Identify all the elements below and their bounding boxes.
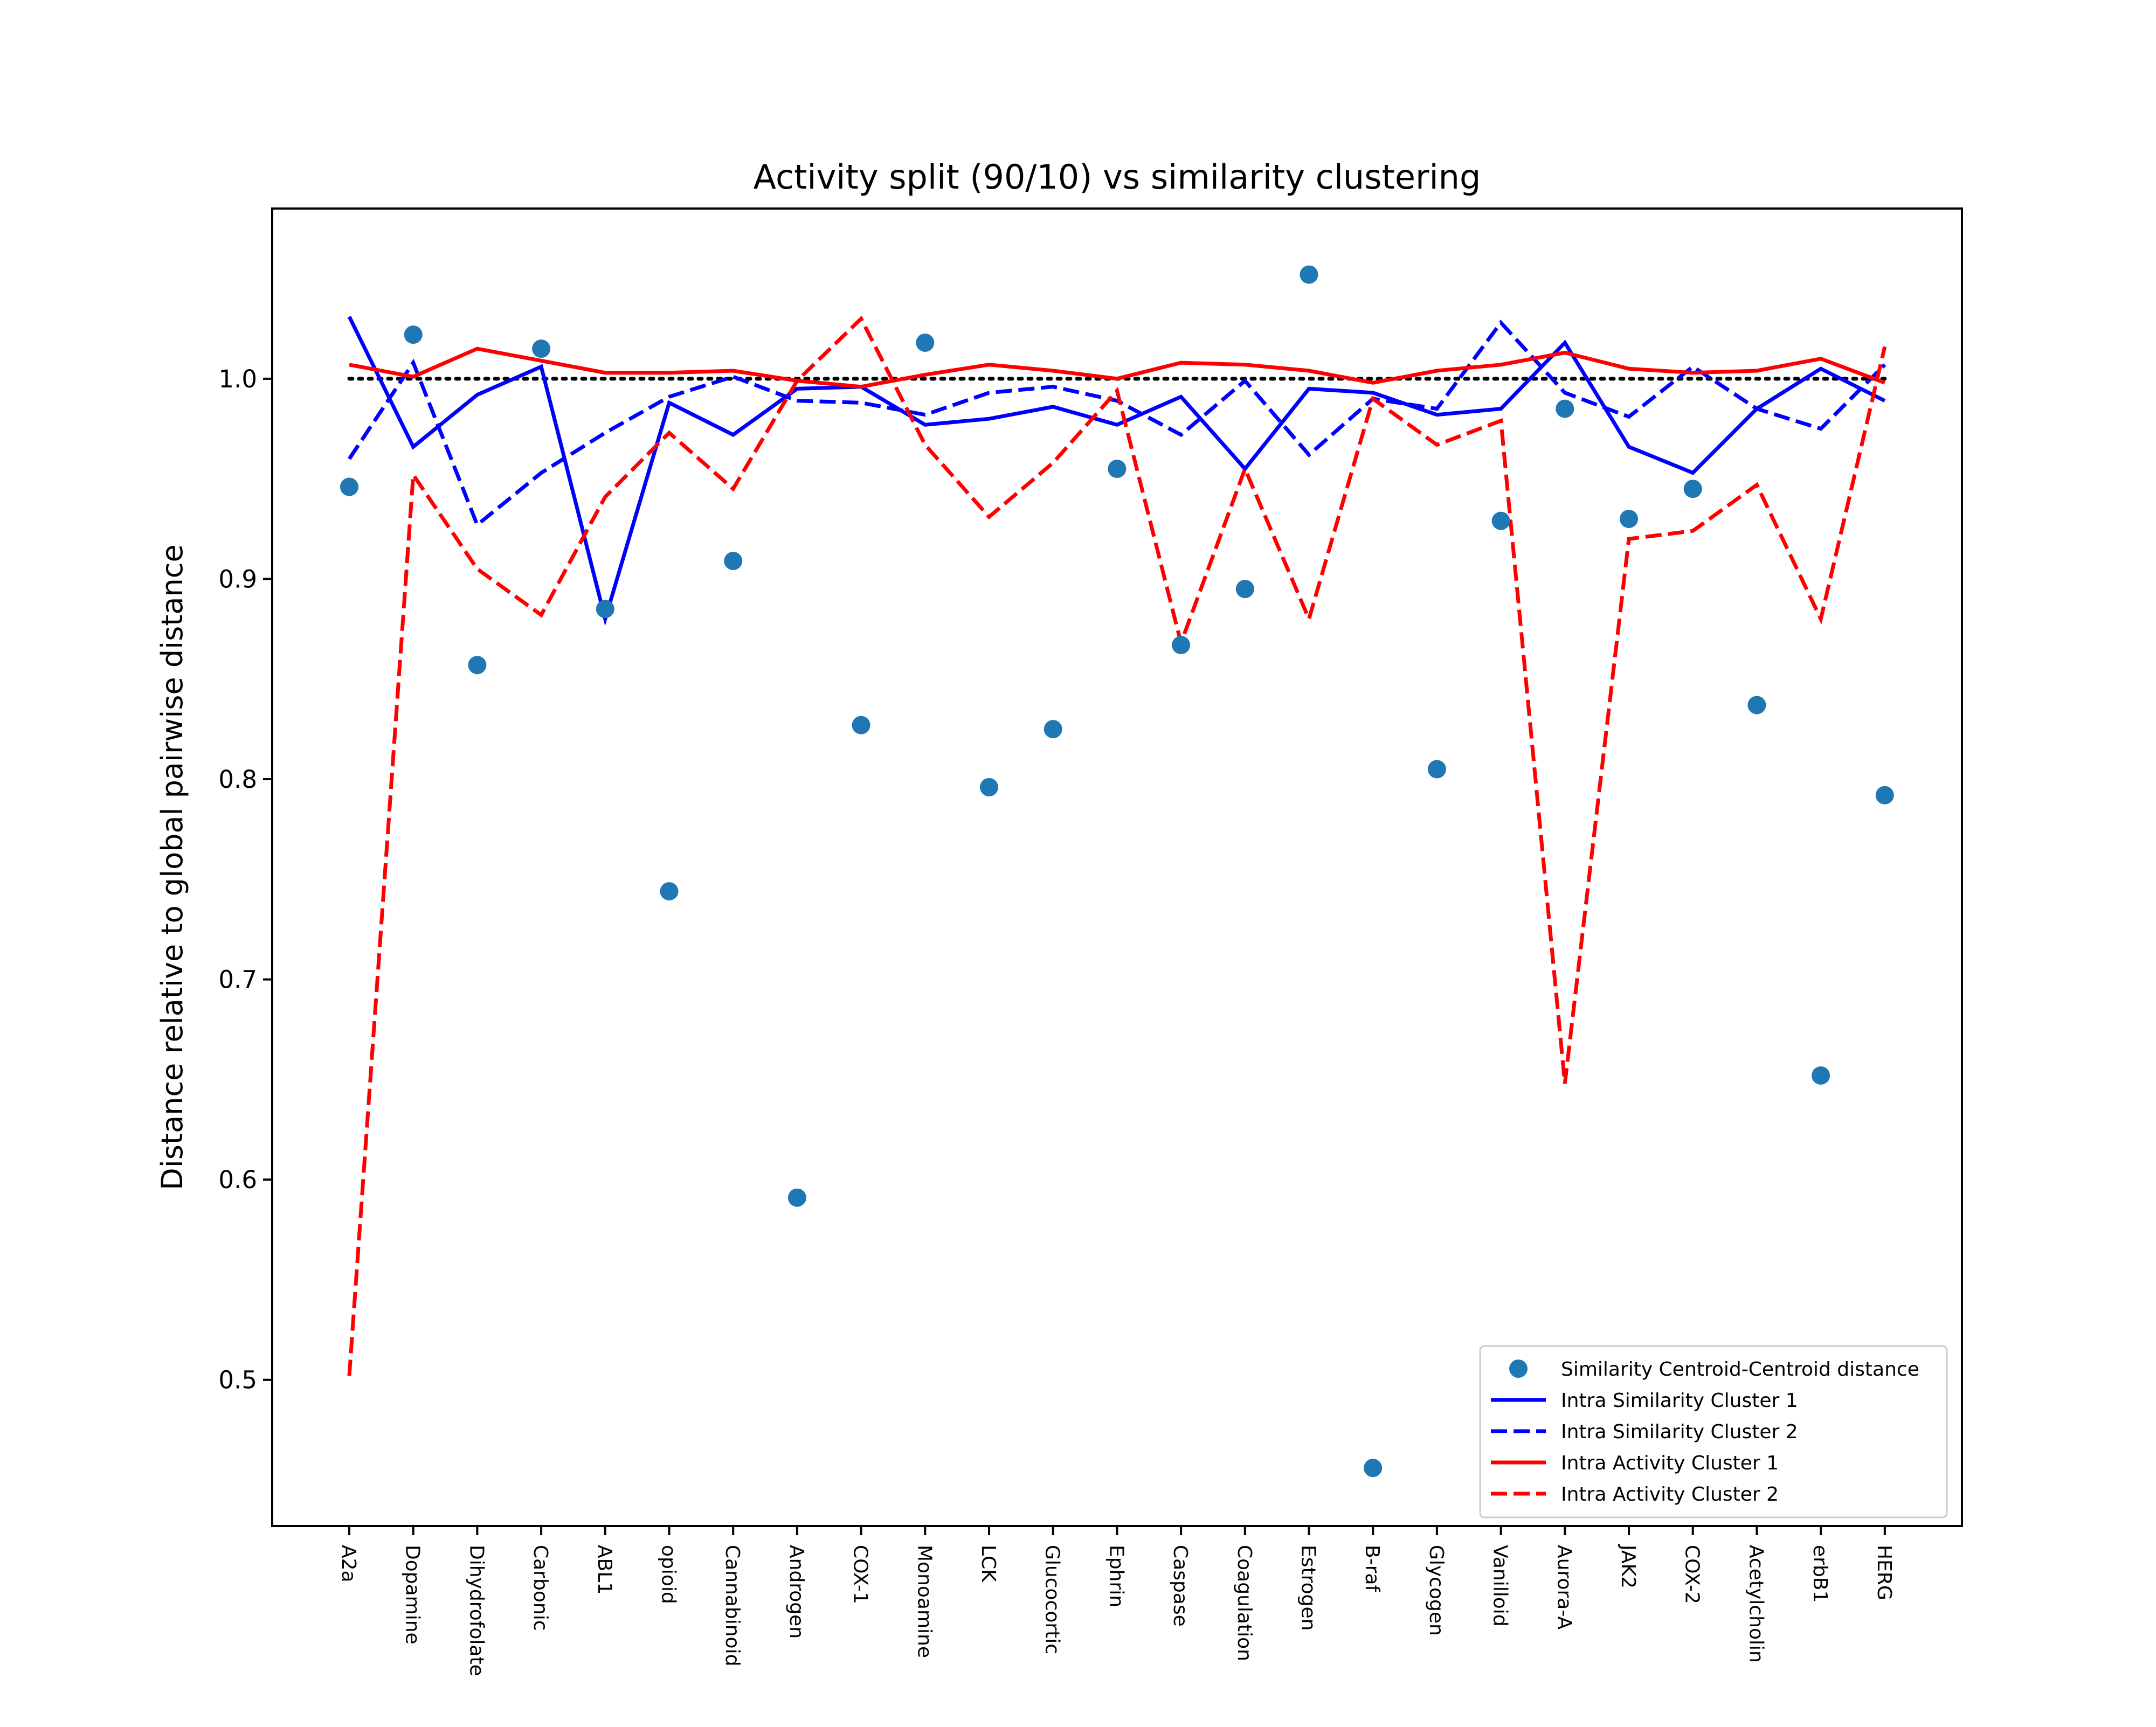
x-tick-label-ephrin: Ephrin <box>1105 1545 1127 1607</box>
series-line-intra-activity-cluster-1 <box>349 346 1886 389</box>
axes-frame <box>271 207 1963 1527</box>
scatter-point-a2a <box>340 477 358 496</box>
scatter-point-jak2 <box>1620 509 1638 528</box>
y-tick-label: 1.0 <box>218 365 257 393</box>
x-tick-label-a2a: A2a <box>337 1545 360 1583</box>
x-tick-label-cox-1: COX-1 <box>849 1545 872 1604</box>
scatter-point-erbb1 <box>1812 1066 1830 1085</box>
scatter-point-vanilloid <box>1491 511 1510 530</box>
x-tick-label-caspase: Caspase <box>1169 1545 1191 1627</box>
y-tick-label: 0.7 <box>218 966 257 994</box>
x-tick-label-cox-2: COX-2 <box>1681 1545 1703 1604</box>
scatter-point-acetylcholin <box>1747 696 1766 715</box>
y-tick-label: 0.5 <box>218 1366 257 1395</box>
y-tick-label: 0.8 <box>218 765 257 794</box>
scatter-point-estrogen <box>1300 265 1318 284</box>
x-tick-label-herg: HERG <box>1873 1545 1895 1600</box>
scatter-point-cox-2 <box>1683 480 1702 498</box>
legend-label-intra-similarity-cluster-2: Intra Similarity Cluster 2 <box>1561 1421 1798 1443</box>
x-tick-label-glycogen: Glycogen <box>1425 1545 1447 1636</box>
scatter-point-coagulation <box>1235 580 1254 599</box>
series-line-intra-similarity-cluster-1 <box>347 316 1886 626</box>
scatter-point-ephrin <box>1108 460 1127 478</box>
x-tick-label-jak2: JAK2 <box>1617 1544 1639 1589</box>
x-tick-label-b-raf: B-raf <box>1361 1545 1383 1593</box>
legend-label-intra-similarity-cluster-1: Intra Similarity Cluster 1 <box>1561 1390 1798 1412</box>
scatter-point-abl1 <box>596 600 614 619</box>
y-tick-label: 0.9 <box>218 565 257 593</box>
scatter-point-glucocortic <box>1044 720 1062 739</box>
x-tick-label-glucocortic: Glucocortic <box>1041 1545 1063 1654</box>
chart-title: Activity split (90/10) vs similarity clu… <box>754 157 1481 197</box>
x-tick-label-coagulation: Coagulation <box>1233 1545 1255 1661</box>
y-axis: 0.5 0.6 0.7 0.8 0.9 1.0 <box>218 365 272 1395</box>
scatter-point-carbonic <box>532 339 551 358</box>
scatter-point-opioid <box>660 882 679 901</box>
scatter-point-dihydrofolate <box>468 656 487 675</box>
x-tick-label-acetylcholin: Acetylcholin <box>1745 1545 1767 1663</box>
series-line-intra-similarity-cluster-2 <box>348 320 1887 528</box>
x-tick-label-aurora-a: Aurora-A <box>1553 1545 1575 1630</box>
series-line-intra-activity-cluster-2 <box>347 315 1887 1376</box>
x-tick-label-cannabinoid: Cannabinoid <box>721 1545 743 1666</box>
scatter-point-cox-1 <box>852 716 870 734</box>
scatter-point-monoamine <box>916 333 935 352</box>
scatter-point-lck <box>980 778 998 796</box>
x-tick-label-dopamine: Dopamine <box>402 1545 424 1645</box>
x-tick-label-androgen: Androgen <box>785 1545 807 1639</box>
legend-label-intra-activity-cluster-2: Intra Activity Cluster 2 <box>1561 1483 1779 1506</box>
x-tick-label-lck: LCK <box>977 1545 999 1583</box>
scatter-point-aurora-a <box>1556 399 1574 418</box>
x-tick-label-abl1: ABL1 <box>593 1545 616 1594</box>
y-tick-label: 0.6 <box>218 1166 257 1194</box>
scatter-point-cannabinoid <box>724 551 743 570</box>
legend-label-similarity-centroid-centroid-distance: Similarity Centroid-Centroid distance <box>1561 1358 1919 1381</box>
x-tick-label-dihydrofolate: Dihydrofolate <box>465 1545 487 1676</box>
x-tick-label-vanilloid: Vanilloid <box>1489 1545 1511 1627</box>
scatter-point-glycogen <box>1427 760 1446 779</box>
x-tick-label-monoamine: Monoamine <box>913 1545 935 1658</box>
scatter-point-androgen <box>787 1188 806 1207</box>
x-tick-label-opioid: opioid <box>658 1545 680 1604</box>
scatter-point-caspase <box>1172 636 1191 655</box>
x-tick-label-erbb1: erbB1 <box>1809 1545 1831 1603</box>
scatter-point-dopamine <box>404 325 423 344</box>
x-axis: A2a Dopamine Dihydrofolate Carbonic ABL1 opio… <box>337 1526 1895 1676</box>
legend-marker-similarity-centroid-centroid-distance <box>1509 1360 1528 1378</box>
scatter-point-b-raf <box>1364 1459 1383 1478</box>
legend-label-intra-activity-cluster-1: Intra Activity Cluster 1 <box>1561 1452 1779 1474</box>
scatter-point-herg <box>1875 786 1894 804</box>
x-tick-label-carbonic: Carbonic <box>529 1545 551 1631</box>
x-tick-label-estrogen: Estrogen <box>1297 1545 1319 1631</box>
y-axis-label: Distance relative to global pairwise dis… <box>155 544 189 1190</box>
legend: Similarity Centroid-Centroid distance Int… <box>1479 1345 1948 1518</box>
plot-area <box>271 207 1963 1527</box>
legend-box <box>1479 1345 1948 1518</box>
